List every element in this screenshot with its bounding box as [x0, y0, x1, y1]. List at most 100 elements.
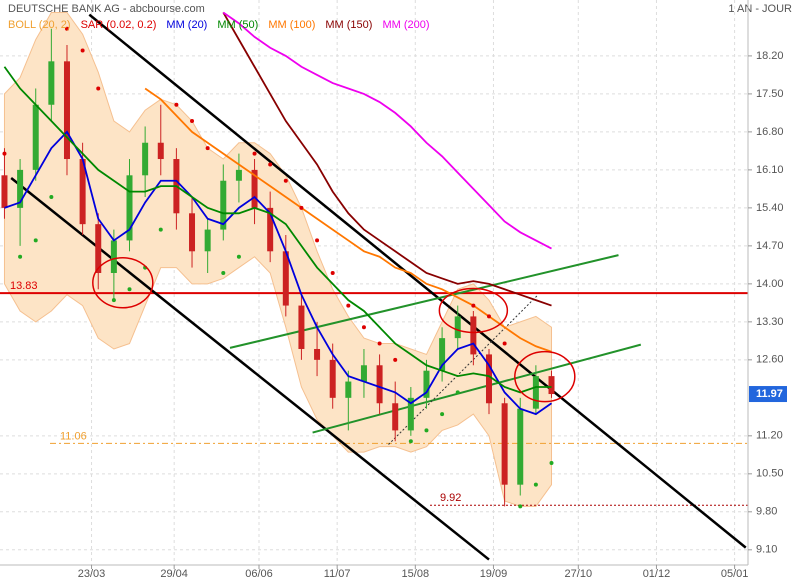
- plot-area: 13.83 11.06 9.92: [0, 0, 748, 565]
- sar-dot: [377, 341, 382, 346]
- x-tick-label: 19/09: [480, 568, 508, 580]
- y-tick-label: 17.50: [756, 88, 784, 100]
- candle-body: [235, 169, 242, 181]
- candle-body: [423, 370, 430, 398]
- sar-dot: [502, 341, 507, 346]
- moving-average: [3, 66, 552, 394]
- sar-dot: [18, 254, 23, 259]
- sar-dot: [96, 86, 101, 91]
- y-tick-label: 13.30: [756, 316, 784, 328]
- last-price-label: 11.97: [756, 388, 783, 400]
- candle-body: [532, 376, 539, 409]
- candle-body: [282, 251, 289, 306]
- x-tick-label: 27/10: [565, 568, 593, 580]
- candle-body: [454, 316, 461, 339]
- candle-body: [1, 175, 8, 208]
- last-price-box: [749, 386, 787, 403]
- sar-dot: [361, 325, 366, 330]
- sar-dot: [158, 227, 163, 232]
- sar-dot: [408, 439, 413, 444]
- sar-dot: [252, 151, 257, 156]
- x-tick-label: 23/03: [78, 568, 106, 580]
- candle-body: [79, 159, 86, 225]
- y-tick-label: 9.80: [756, 506, 777, 518]
- moving-average: [144, 87, 552, 353]
- candle-body: [110, 240, 117, 274]
- candle-body: [220, 180, 227, 230]
- sar-dot: [486, 314, 491, 319]
- y-tick-label: 14.00: [756, 278, 784, 290]
- sar-dot: [174, 102, 179, 107]
- x-tick-label: 15/08: [402, 568, 430, 580]
- y-tick-label: 12.60: [756, 354, 784, 366]
- y-tick-label: 9.10: [756, 544, 777, 556]
- candle-body: [204, 229, 211, 252]
- trendline: [312, 343, 642, 434]
- sar-dot: [2, 151, 7, 156]
- level-label: 13.83: [10, 280, 38, 292]
- candle-body: [439, 338, 446, 371]
- trendline: [10, 177, 490, 561]
- sar-dot: [330, 271, 335, 276]
- sar-dot: [549, 460, 554, 465]
- candle-body: [470, 316, 477, 355]
- x-tick-label: 11/07: [324, 568, 351, 580]
- x-tick-label: 05/01: [721, 568, 749, 580]
- sar-dot: [471, 303, 476, 308]
- legend-entry: SAR (0.02, 0.2): [81, 19, 157, 31]
- sar-dot: [80, 48, 85, 53]
- sar-dot: [393, 357, 398, 362]
- x-tick-label: 29/04: [160, 568, 188, 580]
- candle-body: [17, 169, 24, 208]
- sar-dot: [518, 504, 523, 509]
- sar-dot: [424, 428, 429, 433]
- legend-entry: MM (50): [217, 19, 258, 31]
- sar-dot: [346, 303, 351, 308]
- sar-dot: [190, 119, 195, 124]
- candle-body: [314, 348, 321, 360]
- sar-dot: [205, 146, 210, 151]
- sar-dot: [283, 178, 288, 183]
- candle-body: [157, 142, 164, 160]
- candle-body: [329, 359, 336, 398]
- sar-dot: [455, 390, 460, 395]
- chart-title: DEUTSCHE BANK AG - abcbourse.com: [8, 3, 205, 15]
- trendline: [229, 254, 619, 349]
- candle-body: [251, 169, 258, 208]
- candle-body: [517, 408, 524, 485]
- candle-body: [63, 61, 70, 160]
- candle-body: [142, 142, 149, 176]
- candle-body: [501, 403, 508, 485]
- candle-body: [48, 61, 55, 105]
- legend-entry: BOLL (20, 2): [8, 19, 71, 31]
- candle-body: [298, 305, 305, 349]
- sar-dot: [49, 195, 54, 200]
- sar-dot: [315, 238, 320, 243]
- level-label: 9.92: [440, 492, 461, 504]
- highlight-circle: [514, 350, 576, 403]
- sar-dot: [33, 238, 38, 243]
- sar-dot: [127, 287, 132, 292]
- candle-body: [392, 403, 399, 431]
- legend-entry: MM (200): [382, 19, 429, 31]
- candle-body: [345, 381, 352, 398]
- y-tick-label: 18.20: [756, 50, 784, 62]
- period: 1 AN - JOUR: [728, 3, 792, 15]
- trendline: [388, 294, 539, 445]
- sar-dot: [440, 412, 445, 417]
- candle-body: [189, 213, 196, 252]
- candle-body: [407, 397, 414, 431]
- candle-body: [267, 207, 274, 252]
- x-tick-label: 01/12: [643, 568, 671, 580]
- sar-dot: [221, 271, 226, 276]
- sar-dot: [64, 26, 69, 31]
- candle-body: [126, 175, 133, 241]
- y-tick-label: 15.40: [756, 202, 784, 214]
- trendline: [88, 13, 747, 549]
- candle-body: [548, 376, 555, 395]
- y-tick-label: 14.70: [756, 240, 784, 252]
- legend-entry: MM (20): [166, 19, 207, 31]
- candle-body: [376, 365, 383, 404]
- candle-body: [360, 365, 367, 382]
